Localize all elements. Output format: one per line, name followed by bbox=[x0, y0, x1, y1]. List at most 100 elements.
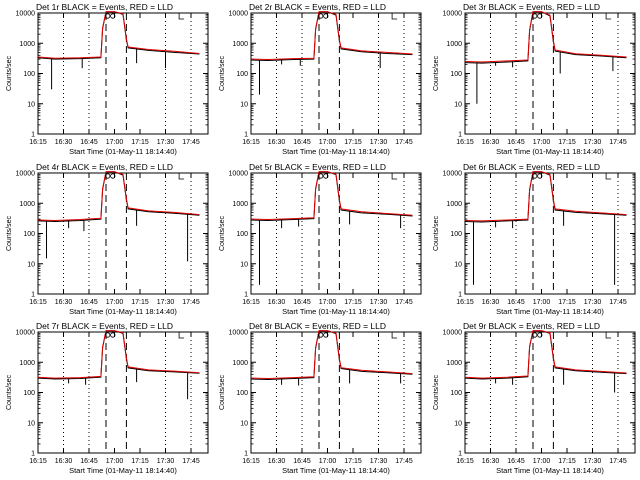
x-tick-label: 16:15 bbox=[29, 458, 47, 465]
x-tick-label: 16:15 bbox=[242, 458, 260, 465]
chart-panel-2: Det 2r BLACK = Events, RED = LLD Counts/s… bbox=[219, 2, 422, 156]
x-tick-label: 17:30 bbox=[584, 139, 602, 146]
x-tick-label: 17:15 bbox=[558, 458, 576, 465]
y-tick-label: 1 bbox=[458, 132, 462, 139]
y-tick-label: 10 bbox=[27, 420, 35, 427]
y-axis-label: Counts/sec bbox=[433, 215, 440, 251]
x-tick-label: 17:30 bbox=[370, 299, 388, 306]
chart-title: Det 9r BLACK = Events, RED = LLD bbox=[463, 321, 600, 331]
plot-frame bbox=[250, 172, 422, 295]
y-tick-label: 1000 bbox=[232, 360, 248, 367]
x-tick-label: 17:15 bbox=[558, 139, 576, 146]
y-tick-label: 100 bbox=[23, 390, 35, 397]
x-tick-label: 16:30 bbox=[268, 458, 286, 465]
chart-panel-7: Det 7r BLACK = Events, RED = LLD Counts/s… bbox=[6, 321, 209, 475]
x-tick-label: 17:00 bbox=[533, 299, 551, 306]
x-tick-label: 17:45 bbox=[609, 299, 627, 306]
chart-panel-4: Det 4r BLACK = Events, RED = LLD Counts/s… bbox=[6, 162, 209, 316]
x-tick-label: 16:45 bbox=[293, 458, 311, 465]
x-axis-label: Start Time (01-May-11 18:14:40) bbox=[282, 307, 390, 316]
y-tick-label: 1000 bbox=[19, 41, 35, 48]
y-tick-label: 10 bbox=[240, 420, 248, 427]
x-tick-label: 16:15 bbox=[29, 299, 47, 306]
x-axis-label: Start Time (01-May-11 18:14:40) bbox=[69, 147, 177, 156]
y-tick-label: 1 bbox=[31, 292, 35, 299]
plot-frame bbox=[37, 12, 209, 135]
chart-title: Det 2r BLACK = Events, RED = LLD bbox=[249, 2, 386, 12]
y-tick-label: 10000 bbox=[16, 171, 36, 178]
state-marker-bracket bbox=[178, 173, 185, 180]
x-axis-label: Start Time (01-May-11 18:14:40) bbox=[69, 466, 177, 475]
y-axis-label: Counts/sec bbox=[219, 215, 226, 251]
chart-title: Det 5r BLACK = Events, RED = LLD bbox=[249, 162, 386, 172]
y-tick-label: 1 bbox=[244, 132, 248, 139]
plot-frame bbox=[250, 12, 422, 135]
state-marker-bracket bbox=[178, 13, 185, 20]
y-tick-label: 1000 bbox=[19, 360, 35, 367]
y-axis-label: Counts/sec bbox=[6, 374, 13, 410]
x-tick-label: 16:45 bbox=[507, 299, 525, 306]
lld-series-line bbox=[464, 11, 627, 63]
x-tick-label: 16:15 bbox=[456, 139, 474, 146]
y-tick-label: 1 bbox=[458, 292, 462, 299]
y-axis-label: Counts/sec bbox=[219, 55, 226, 91]
y-tick-label: 10 bbox=[240, 101, 248, 108]
y-axis-label: Counts/sec bbox=[433, 374, 440, 410]
x-tick-label: 17:30 bbox=[584, 458, 602, 465]
y-tick-label: 10000 bbox=[229, 171, 249, 178]
x-tick-label: 17:30 bbox=[157, 299, 175, 306]
chart-title: Det 6r BLACK = Events, RED = LLD bbox=[463, 162, 600, 172]
state-marker-circle bbox=[532, 332, 538, 338]
y-tick-label: 10 bbox=[454, 101, 462, 108]
state-marker-bracket bbox=[391, 13, 398, 20]
chart-title: Det 8r BLACK = Events, RED = LLD bbox=[249, 321, 386, 331]
x-tick-label: 17:00 bbox=[533, 458, 551, 465]
y-tick-label: 1 bbox=[31, 132, 35, 139]
state-marker-circle bbox=[105, 332, 111, 338]
y-axis-label: Counts/sec bbox=[433, 55, 440, 91]
y-tick-label: 1000 bbox=[446, 201, 462, 208]
state-marker-circle bbox=[318, 13, 324, 19]
y-tick-label: 10 bbox=[27, 101, 35, 108]
chart-title: Det 7r BLACK = Events, RED = LLD bbox=[36, 321, 173, 331]
x-tick-label: 16:30 bbox=[482, 139, 500, 146]
state-marker-circle bbox=[323, 173, 329, 179]
chart-title: Det 4r BLACK = Events, RED = LLD bbox=[36, 162, 173, 172]
lld-series-line bbox=[37, 171, 200, 222]
state-marker-circle bbox=[537, 173, 543, 179]
state-marker-circle bbox=[318, 332, 324, 338]
y-tick-label: 10 bbox=[454, 261, 462, 268]
y-tick-label: 10000 bbox=[16, 330, 36, 337]
x-tick-label: 17:15 bbox=[344, 299, 362, 306]
x-tick-label: 17:00 bbox=[319, 458, 337, 465]
y-tick-label: 10 bbox=[454, 420, 462, 427]
x-axis-label: Start Time (01-May-11 18:14:40) bbox=[69, 307, 177, 316]
state-marker-circle bbox=[532, 13, 538, 19]
y-tick-label: 100 bbox=[23, 71, 35, 78]
y-tick-label: 1 bbox=[244, 451, 248, 458]
y-tick-label: 1000 bbox=[446, 360, 462, 367]
plot-frame bbox=[464, 12, 636, 135]
x-tick-label: 16:15 bbox=[242, 139, 260, 146]
x-tick-label: 17:00 bbox=[319, 299, 337, 306]
x-tick-label: 17:15 bbox=[558, 299, 576, 306]
y-tick-label: 100 bbox=[236, 390, 248, 397]
y-tick-label: 10000 bbox=[229, 330, 249, 337]
x-tick-label: 16:45 bbox=[293, 139, 311, 146]
state-marker-circle bbox=[537, 13, 543, 19]
x-tick-label: 16:45 bbox=[507, 139, 525, 146]
x-tick-label: 16:15 bbox=[456, 299, 474, 306]
y-tick-label: 1 bbox=[31, 451, 35, 458]
x-axis-label: Start Time (01-May-11 18:14:40) bbox=[496, 147, 604, 156]
y-tick-label: 1 bbox=[458, 451, 462, 458]
x-tick-label: 16:30 bbox=[482, 458, 500, 465]
chart-panel-5: Det 5r BLACK = Events, RED = LLD Counts/s… bbox=[219, 162, 422, 316]
y-tick-label: 10000 bbox=[443, 330, 463, 337]
chart-panel-8: Det 8r BLACK = Events, RED = LLD Counts/s… bbox=[219, 321, 422, 475]
state-marker-bracket bbox=[605, 332, 612, 339]
chart-panel-9: Det 9r BLACK = Events, RED = LLD Counts/s… bbox=[433, 321, 636, 475]
x-axis-label: Start Time (01-May-11 18:14:40) bbox=[282, 147, 390, 156]
x-tick-label: 17:15 bbox=[344, 458, 362, 465]
state-marker-bracket bbox=[391, 173, 398, 180]
x-tick-label: 17:30 bbox=[370, 139, 388, 146]
